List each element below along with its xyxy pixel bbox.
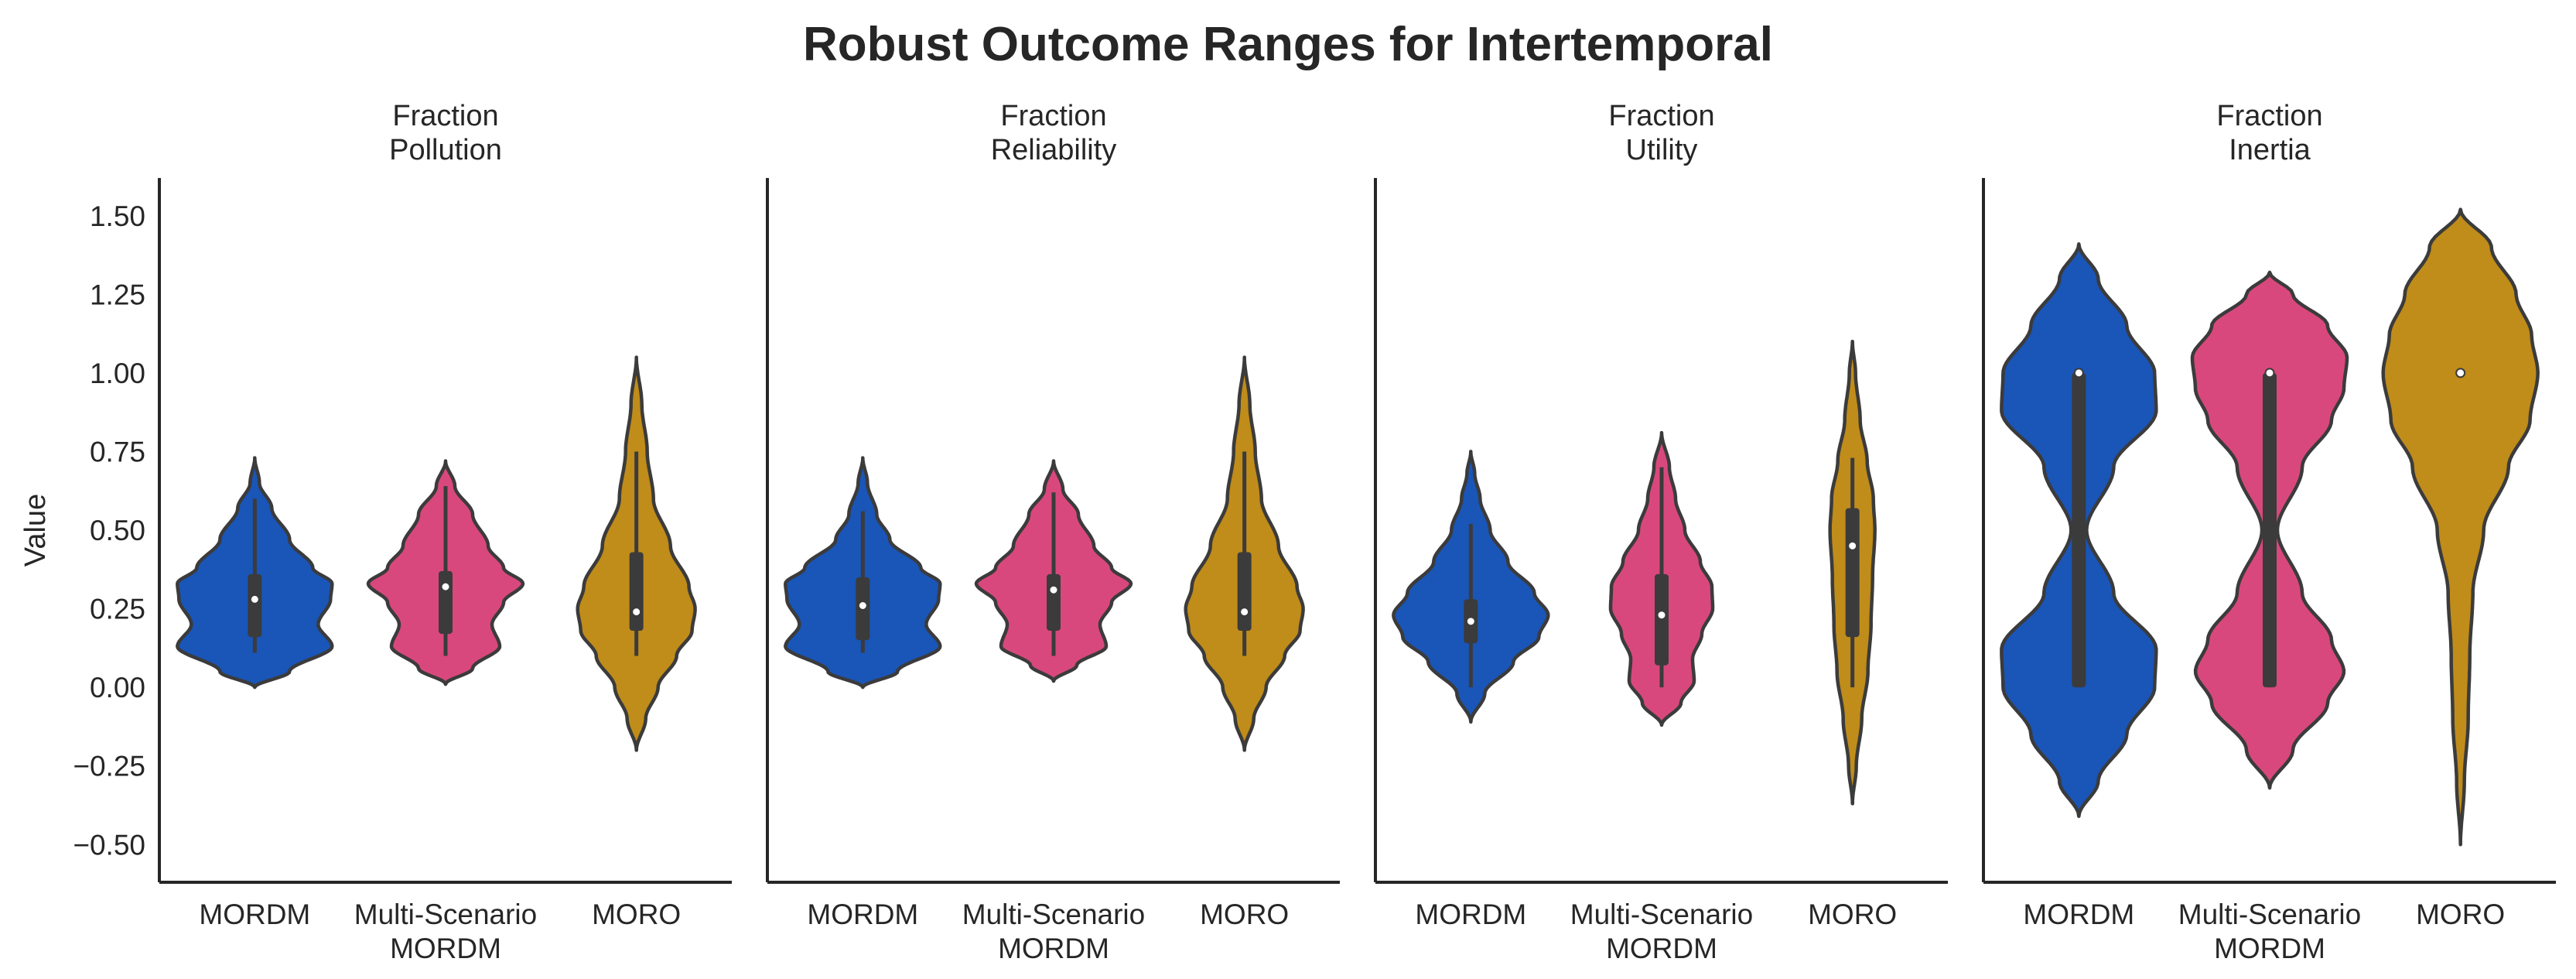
violin-inertia-0	[2000, 242, 2158, 818]
median-dot	[2455, 368, 2466, 378]
violin-iqr-box	[1845, 508, 1860, 638]
violin-utility-2	[1828, 340, 1877, 806]
violin-utility-0	[1392, 450, 1550, 724]
median-dot	[1656, 610, 1667, 621]
x-tick-label: MORO	[592, 899, 681, 930]
median-dot	[631, 607, 642, 618]
x-tick-label: MORDM	[1415, 899, 1526, 930]
violin-inertia-1	[2190, 270, 2349, 790]
violin-iqr-box	[1237, 552, 1252, 631]
panel-title-line1: Fraction	[2216, 100, 2322, 132]
chart-title: Robust Outcome Ranges for Intertemporal	[803, 18, 1773, 71]
panel-title-line1: Fraction	[1000, 100, 1106, 132]
violin-iqr-box	[439, 570, 453, 635]
violin-iqr-box	[1047, 573, 1061, 631]
y-tick-label: 0.00	[90, 672, 145, 703]
x-tick-label: Multi-Scenario	[962, 899, 1145, 930]
violin-reliability-1	[974, 459, 1133, 683]
violin-utility-1	[1608, 430, 1715, 727]
y-tick-label: −0.50	[73, 829, 145, 861]
panels: FractionPollution1.501.251.000.750.500.2…	[19, 100, 2556, 964]
violin-pollution-0	[176, 456, 334, 690]
median-dot	[2073, 368, 2084, 378]
x-tick-label-line2: MORDM	[998, 933, 1109, 964]
x-tick-label: Multi-Scenario	[354, 899, 537, 930]
x-tick-label: MORDM	[199, 899, 310, 930]
x-tick-label: MORDM	[807, 899, 918, 930]
violin-reliability-0	[784, 456, 942, 690]
y-tick-label: 0.25	[90, 594, 145, 625]
violin-iqr-box	[248, 573, 262, 638]
y-tick-label: 0.50	[90, 515, 145, 546]
median-dot	[1239, 607, 1250, 618]
y-axis-label: Value	[19, 494, 52, 567]
median-dot	[1048, 584, 1059, 595]
x-tick-label: Multi-Scenario	[1570, 899, 1753, 930]
median-dot	[1847, 540, 1858, 551]
median-dot	[1465, 616, 1476, 627]
median-dot	[249, 594, 260, 604]
violin-pollution-1	[366, 459, 525, 686]
panel-title-line2: Utility	[1626, 134, 1698, 166]
violin-pollution-2	[576, 355, 697, 752]
median-dot	[857, 601, 868, 611]
y-tick-label: −0.25	[73, 751, 145, 782]
x-tick-label-line2: MORDM	[1606, 933, 1717, 964]
x-tick-label-line2: MORDM	[2214, 933, 2325, 964]
x-tick-label: MORO	[1808, 899, 1897, 930]
y-tick-label: 1.00	[90, 358, 145, 389]
panel-title-line2: Inertia	[2229, 134, 2311, 166]
y-tick-label: 0.75	[90, 436, 145, 467]
x-tick-label: MORO	[1200, 899, 1289, 930]
violin-body	[2381, 207, 2540, 847]
violin-reliability-2	[1184, 355, 1305, 752]
panel-title-line1: Fraction	[1608, 100, 1714, 132]
violin-iqr-box	[629, 552, 644, 631]
x-tick-label-line2: MORDM	[390, 933, 501, 964]
median-dot	[2264, 368, 2275, 378]
violin-iqr-box	[2263, 372, 2277, 688]
y-tick-label: 1.50	[90, 200, 145, 232]
x-tick-label: Multi-Scenario	[2178, 899, 2361, 930]
panel-title-line2: Pollution	[389, 134, 502, 166]
x-tick-label: MORO	[2416, 899, 2505, 930]
y-tick-label: 1.25	[90, 279, 145, 310]
violin-inertia-2	[2381, 207, 2540, 847]
x-tick-label: MORDM	[2023, 899, 2134, 930]
violin-iqr-box	[2072, 372, 2086, 688]
panel-title-line2: Reliability	[991, 134, 1117, 166]
median-dot	[440, 581, 451, 592]
panel-title-line1: Fraction	[392, 100, 498, 132]
